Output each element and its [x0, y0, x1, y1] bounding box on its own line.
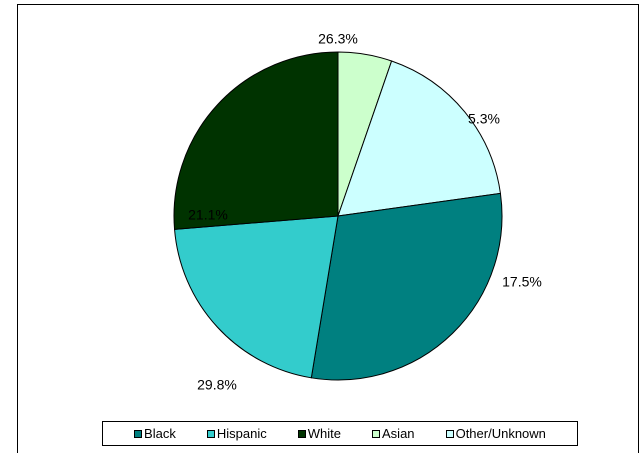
pie-slice-other-unknown — [337, 60, 502, 217]
pie-slice-black — [310, 192, 503, 381]
legend-label: Asian — [382, 426, 415, 441]
legend-swatch — [445, 429, 454, 438]
pie-labels: 5.3% 17.5% 29.8% 21.1% 26.3% — [188, 31, 542, 393]
legend-item-other-unknown: Other/Unknown — [445, 426, 546, 441]
slice-label-asian: 5.3% — [468, 111, 500, 127]
legend-item-hispanic: Hispanic — [206, 426, 267, 441]
legend-swatch — [206, 429, 215, 438]
legend-label: White — [307, 426, 341, 441]
pie-slices — [173, 51, 503, 381]
slice-label-hispanic: 21.1% — [188, 207, 228, 223]
pie-slice-hispanic — [174, 215, 339, 379]
legend-item-white: White — [297, 426, 341, 441]
legend-label: Hispanic — [216, 426, 267, 441]
slice-label-other-unknown: 17.5% — [502, 274, 542, 290]
slice-label-black: 29.8% — [197, 377, 237, 393]
legend-item-asian: Asian — [372, 426, 415, 441]
legend-swatch — [372, 429, 381, 438]
chart-frame — [17, 4, 639, 453]
legend-label: Other/Unknown — [455, 426, 546, 441]
slice-label-white: 26.3% — [318, 31, 358, 47]
pie-slice-white — [173, 51, 339, 230]
legend-item-black: Black — [134, 426, 176, 441]
legend-swatch — [297, 429, 306, 438]
legend: Black Hispanic White Asian Other/Unknown — [102, 421, 578, 446]
legend-swatch — [134, 429, 143, 438]
legend-label: Black — [144, 426, 176, 441]
